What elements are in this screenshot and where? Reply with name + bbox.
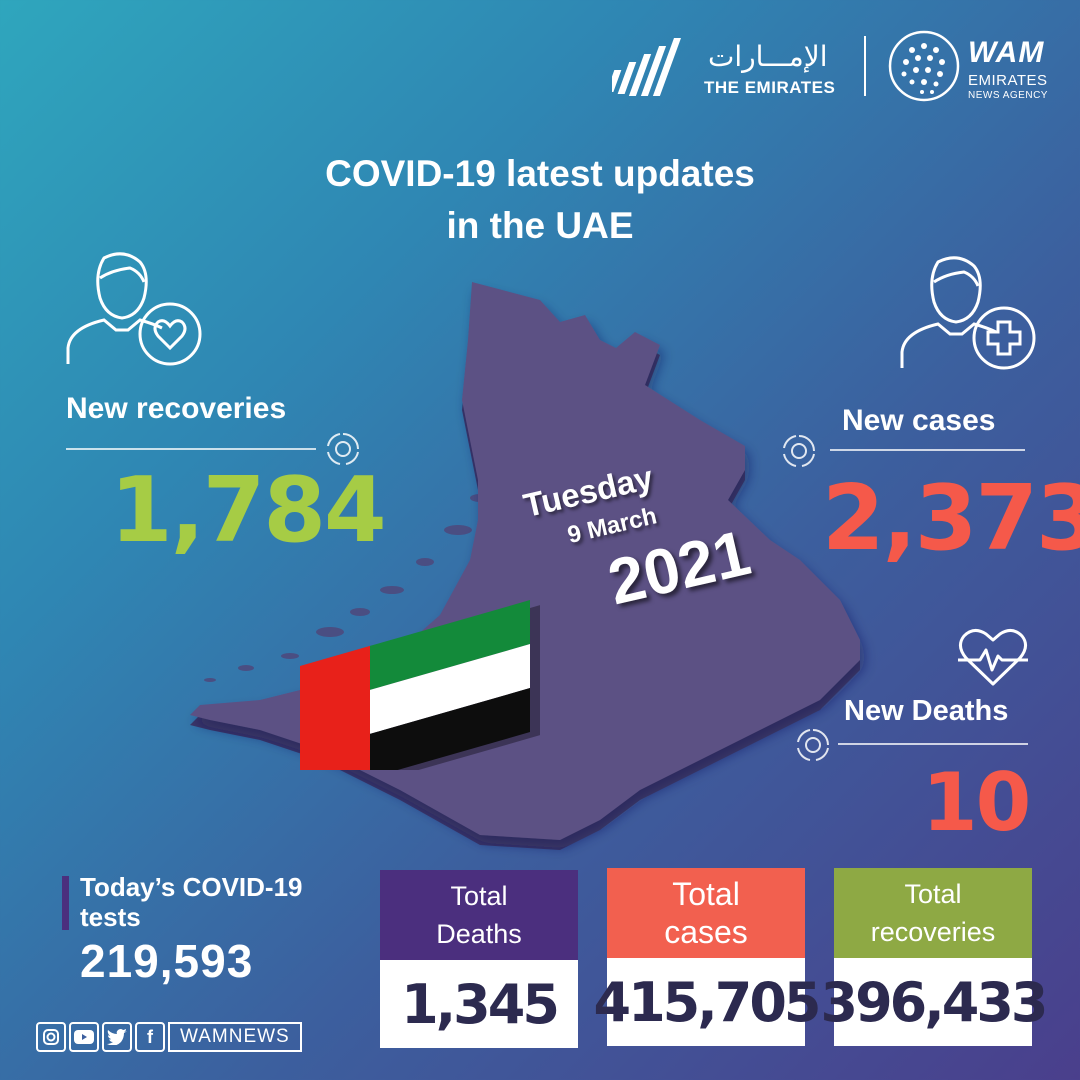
new-recoveries-divider — [66, 448, 316, 450]
new-cases-divider — [830, 449, 1025, 451]
new-deaths-divider — [838, 743, 1028, 745]
person-plus-icon — [900, 256, 1036, 370]
facebook-icon[interactable]: f — [135, 1022, 165, 1052]
total-cases-header: Total cases — [607, 868, 805, 958]
dotted-globe-icon — [888, 30, 960, 102]
total-cases-label-2: cases — [664, 914, 748, 950]
title-line-1: COVID-19 latest updates — [325, 153, 755, 194]
facebook-glyph: f — [147, 1026, 153, 1047]
target-icon — [327, 433, 359, 465]
new-deaths-label: New Deaths — [844, 695, 1009, 727]
logo-divider — [864, 36, 866, 96]
instagram-icon[interactable] — [36, 1022, 66, 1052]
tests-accent-bar — [62, 876, 69, 930]
total-recoveries-box: Total recoveries 396,433 — [821, 868, 1048, 1048]
total-deaths-value: 1,345 — [401, 972, 560, 1036]
emirates-arabic-text: الإمـــارات — [708, 40, 828, 73]
wam-subtitle-2: NEWS AGENCY — [968, 90, 1048, 101]
new-cases-value: 2,373 — [822, 466, 1080, 571]
youtube-icon[interactable] — [69, 1022, 99, 1052]
uae-flag-icon — [300, 600, 540, 770]
total-deaths-label-2: Deaths — [436, 919, 522, 949]
total-deaths-body: 1,345 — [380, 960, 578, 1048]
the-emirates-logo: الإمـــارات THE EMIRATES — [612, 30, 842, 100]
emirates-bars-icon — [612, 38, 681, 96]
total-recoveries-value: 396,433 — [820, 970, 1049, 1034]
total-recoveries-header: Total recoveries — [834, 868, 1032, 958]
total-cases-box: Total cases 415,705 — [594, 868, 821, 1048]
target-icon — [797, 729, 829, 761]
new-recoveries-value: 1,784 — [110, 458, 387, 563]
wam-logo: WAM EMIRATES NEWS AGENCY — [886, 28, 1066, 106]
tests-label: Today’s COVID-19 tests — [80, 872, 303, 932]
page-title: COVID-19 latest updates in the UAE — [240, 148, 840, 252]
social-handle[interactable]: WAMNEWS — [168, 1022, 302, 1052]
heartbeat-icon — [958, 629, 1028, 686]
twitter-icon[interactable] — [102, 1022, 132, 1052]
new-deaths-value: 10 — [922, 756, 1031, 849]
wam-subtitle: EMIRATES — [968, 72, 1048, 89]
total-recoveries-label-2: recoveries — [870, 917, 996, 947]
wam-title: WAM — [968, 36, 1045, 69]
total-recoveries-label-1: Total — [904, 879, 962, 909]
target-icon — [783, 435, 815, 467]
total-cases-body: 415,705 — [594, 958, 821, 1046]
new-cases-label: New cases — [842, 404, 996, 437]
total-cases-label-1: Total — [672, 876, 740, 912]
total-deaths-header: Total Deaths — [380, 870, 578, 960]
person-heart-icon — [66, 252, 202, 366]
emirates-english-text: THE EMIRATES — [704, 78, 836, 97]
title-line-2: in the UAE — [446, 205, 634, 246]
total-deaths-box: Total Deaths 1,345 — [380, 870, 578, 1050]
total-cases-value: 415,705 — [593, 970, 822, 1034]
total-deaths-label-1: Total — [450, 881, 508, 911]
total-recoveries-body: 396,433 — [821, 958, 1048, 1046]
new-recoveries-label: New recoveries — [66, 392, 287, 425]
tests-value: 219,593 — [80, 935, 254, 987]
